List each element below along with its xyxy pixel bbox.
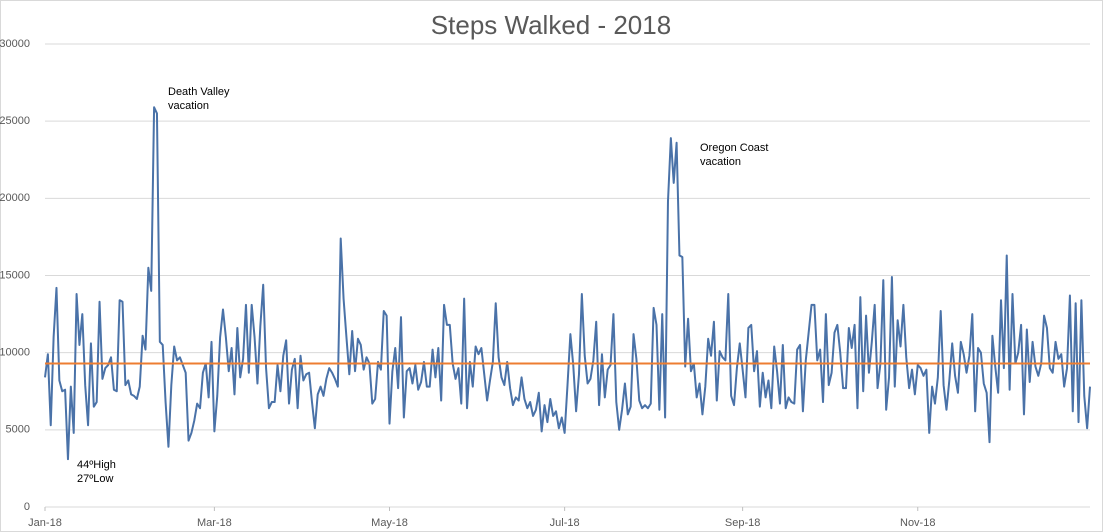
annotation: vacation	[168, 100, 209, 112]
x-tick-label: Sep-18	[725, 517, 760, 529]
annotation: Death Valley	[168, 86, 230, 98]
annotation: 44ºHigh	[77, 459, 116, 471]
annotation: vacation	[700, 156, 741, 168]
x-tick-label: May-18	[371, 517, 408, 529]
annotation: 27ºLow	[77, 473, 113, 485]
y-tick-label: 0	[24, 501, 30, 513]
y-tick-label: 5000	[6, 424, 30, 436]
x-tick-label: Mar-18	[197, 517, 232, 529]
y-tick-label: 10000	[0, 347, 30, 359]
y-tick-label: 20000	[0, 192, 30, 204]
data-line	[44, 106, 1091, 461]
x-tick-label: Nov-18	[900, 517, 935, 529]
y-tick-label: 25000	[0, 115, 30, 127]
y-tick-label: 15000	[0, 269, 30, 281]
x-tick-label: Jan-18	[28, 517, 62, 529]
chart-title: Steps Walked - 2018	[431, 10, 671, 40]
y-tick-label: 30000	[0, 38, 30, 50]
x-tick-label: Jul-18	[550, 517, 580, 529]
annotation: Oregon Coast	[700, 142, 768, 154]
